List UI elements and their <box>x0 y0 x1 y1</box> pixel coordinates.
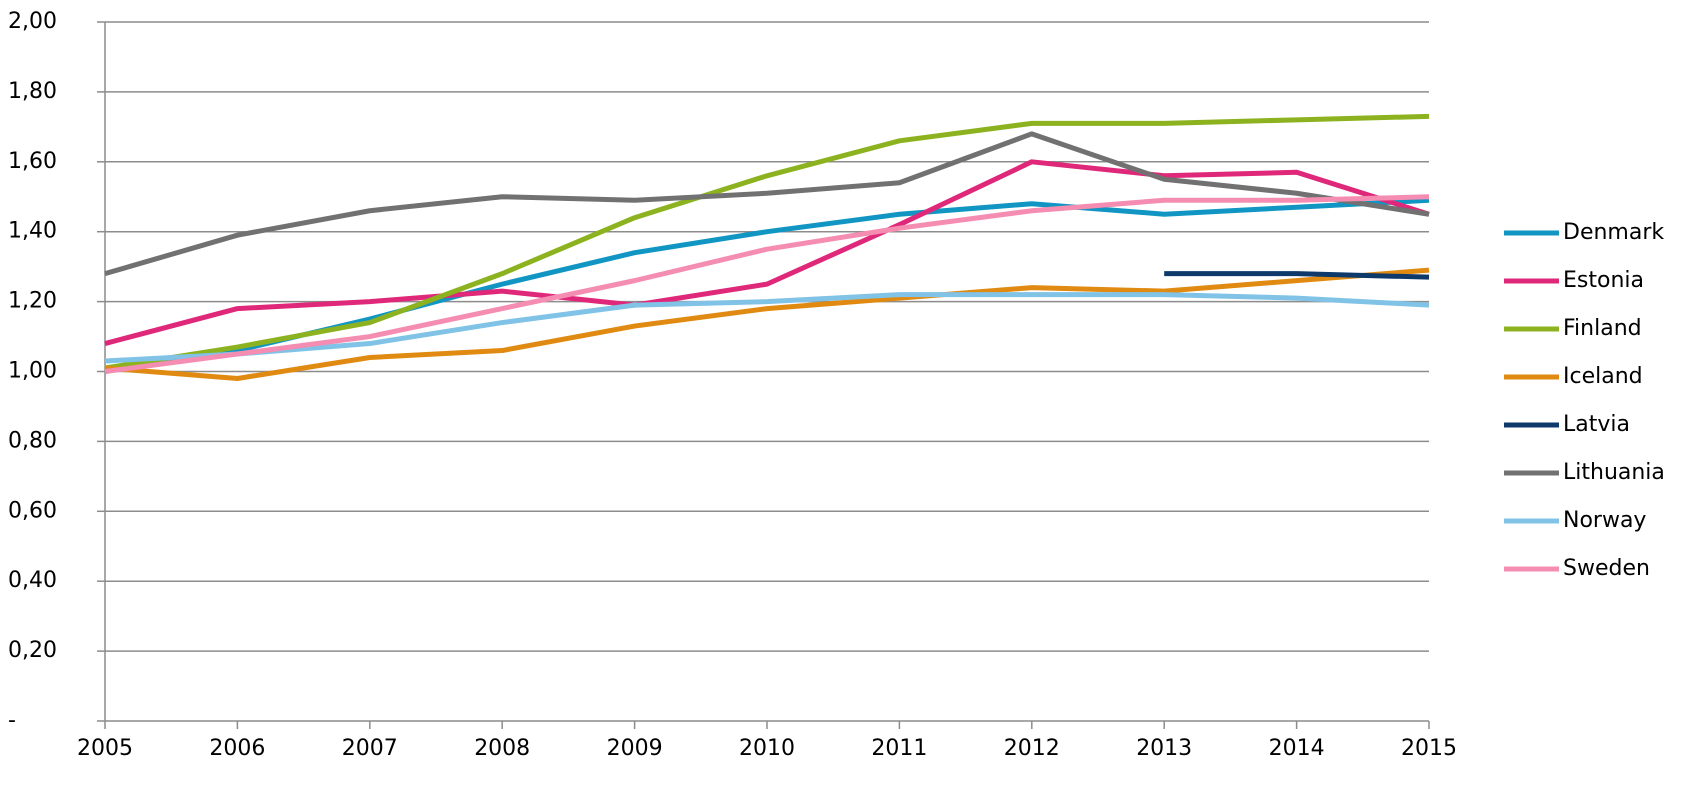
legend-label: Latvia <box>1563 412 1630 437</box>
x-tick-label: 2011 <box>871 736 927 761</box>
legend-label: Denmark <box>1563 220 1664 245</box>
y-tick-label: 0,20 <box>8 638 57 663</box>
x-tick-label: 2008 <box>474 736 530 761</box>
series-line <box>104 292 1430 364</box>
series-line <box>104 113 1430 371</box>
series-line <box>104 131 1430 277</box>
y-tick-label: - <box>8 708 16 733</box>
x-tick-label: 2009 <box>607 736 663 761</box>
legend-label: Norway <box>1563 508 1646 533</box>
legend-label: Estonia <box>1563 268 1644 293</box>
legend-label: Iceland <box>1563 364 1643 389</box>
x-tick-label: 2013 <box>1136 736 1192 761</box>
x-tick-label: 2012 <box>1004 736 1060 761</box>
y-tick-label: 0,60 <box>8 498 57 523</box>
y-tick-label: 0,40 <box>8 568 57 593</box>
y-tick-label: 1,20 <box>8 289 57 314</box>
x-tick-label: 2010 <box>739 736 795 761</box>
series-line <box>104 159 1430 346</box>
legend-label: Sweden <box>1563 556 1650 581</box>
y-tick-label: 1,60 <box>8 149 57 174</box>
x-tick-label: 2014 <box>1269 736 1325 761</box>
series-line <box>1164 271 1430 280</box>
y-tick-label: 1,40 <box>8 219 57 244</box>
y-tick-label: 2,00 <box>8 9 57 34</box>
y-tick-label: 0,80 <box>8 428 57 453</box>
x-tick-label: 2005 <box>77 736 133 761</box>
legend-label: Lithuania <box>1563 460 1665 485</box>
y-tick-label: 1,00 <box>8 359 57 384</box>
series-line <box>104 267 1430 381</box>
x-tick-label: 2007 <box>342 736 398 761</box>
series-line <box>104 194 1430 374</box>
y-tick-label: 1,80 <box>8 79 57 104</box>
x-tick-label: 2015 <box>1401 736 1457 761</box>
legend-label: Finland <box>1563 316 1642 341</box>
x-tick-label: 2006 <box>209 736 265 761</box>
